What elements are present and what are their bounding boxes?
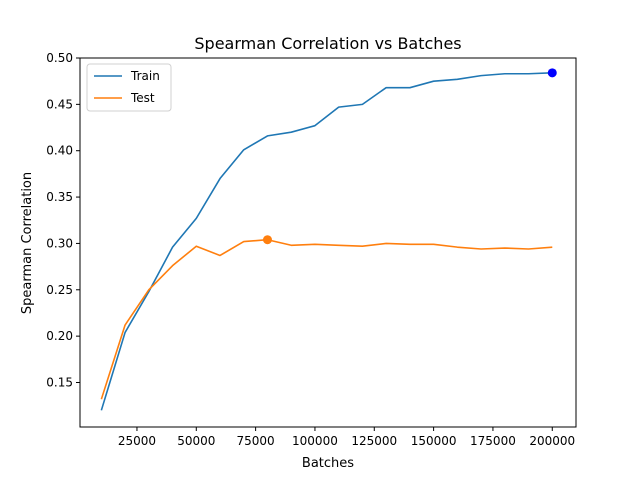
x-tick-label: 50000 [177, 434, 215, 448]
best-point-train [547, 68, 557, 78]
legend-label-train: Train [130, 69, 160, 83]
y-axis-label: Spearman Correlation [20, 172, 35, 314]
series-line-test [100, 238, 553, 400]
x-tick-label: 100000 [292, 434, 338, 448]
y-tick-label: 0.30 [46, 236, 73, 250]
y-tick-label: 0.15 [46, 375, 73, 389]
x-axis-label: Batches [302, 456, 354, 471]
x-axis: 25000 50000 75000 100000 125000 150000 175000 2… [118, 427, 575, 448]
x-tick-label: 150000 [411, 434, 457, 448]
y-axis: 0.15 0.20 0.25 0.30 0.35 0.40 0.45 0.50 [46, 51, 80, 389]
x-tick-label: 25000 [118, 434, 156, 448]
legend: Train Test [86, 63, 172, 112]
y-tick-label: 0.50 [46, 51, 73, 65]
x-tick-label: 200000 [529, 434, 575, 448]
x-tick-label: 125000 [351, 434, 397, 448]
best-point-test [262, 235, 272, 245]
legend-label-test: Test [130, 91, 155, 105]
y-tick-label: 0.45 [46, 97, 73, 111]
x-tick-label: 75000 [237, 434, 275, 448]
y-tick-label: 0.40 [46, 144, 73, 158]
y-tick-label: 0.20 [46, 329, 73, 343]
series-line-train [100, 72, 553, 411]
x-tick-label: 175000 [470, 434, 516, 448]
plot-frame [79, 57, 577, 428]
y-tick-label: 0.35 [46, 190, 73, 204]
y-tick-label: 0.25 [46, 283, 73, 297]
chart-title: Spearman Correlation vs Batches [194, 34, 461, 53]
